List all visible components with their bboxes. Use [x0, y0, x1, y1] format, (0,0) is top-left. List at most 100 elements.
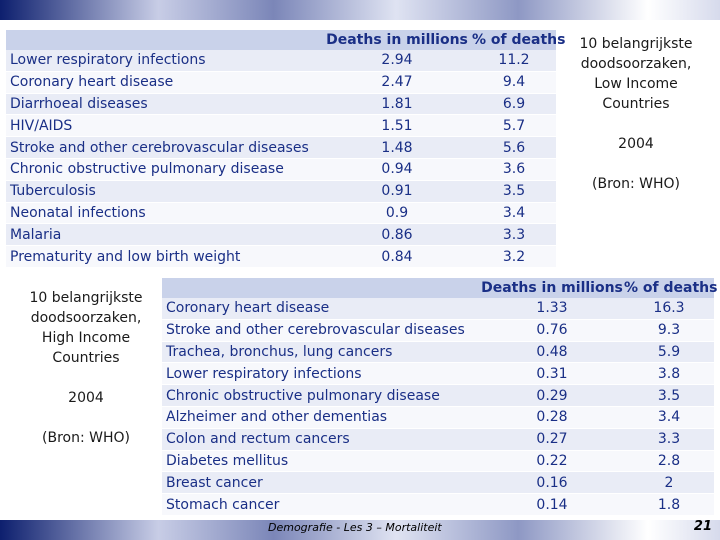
pct-cell: 11.2 [472, 50, 556, 72]
cause-cell: Stomach cancer [162, 493, 480, 516]
table-row: Lower respiratory infections 0.31 3.8 [162, 362, 714, 386]
table-row: Alzheimer and other dementias 0.28 3.4 [162, 406, 714, 429]
caption-source: (Bron: WHO) [42, 430, 130, 446]
cause-cell: Diarrhoeal diseases [6, 93, 322, 116]
cause-cell: Tuberculosis [6, 180, 322, 203]
table-row: HIV/AIDS 1.51 5.7 [6, 114, 556, 138]
low-income-table: Deaths in millions % of deaths Lower res… [6, 30, 566, 268]
cause-cell: Coronary heart disease [162, 298, 480, 320]
caption-line: Countries [52, 350, 120, 366]
pct-cell: 9.3 [624, 319, 714, 342]
deaths-cell: 2.47 [322, 71, 472, 94]
header-cause [6, 30, 322, 50]
deaths-cell: 0.48 [480, 341, 624, 364]
deaths-cell: 0.91 [322, 180, 472, 203]
table-header-row: Deaths in millions % of deaths [162, 278, 718, 298]
caption-source: (Bron: WHO) [592, 176, 680, 192]
table-row: Chronic obstructive pulmonary disease 0.9… [6, 158, 556, 181]
deaths-cell: 1.48 [322, 136, 472, 159]
cause-cell: Lower respiratory infections [162, 362, 480, 386]
high-income-table: Deaths in millions % of deaths Coronary … [162, 278, 718, 516]
deaths-cell: 0.9 [322, 202, 472, 225]
pct-cell: 1.8 [624, 493, 714, 516]
pct-cell: 3.3 [472, 223, 556, 247]
table-row: Coronary heart disease 2.47 9.4 [6, 71, 556, 94]
cause-cell: Breast cancer [162, 471, 480, 495]
pct-cell: 6.9 [472, 93, 556, 116]
caption-line: 10 belangrijkste [29, 290, 143, 306]
deaths-cell: 0.14 [480, 493, 624, 516]
caption-line: High Income [41, 330, 131, 346]
table-row: Breast cancer 0.16 2 [162, 471, 714, 495]
deaths-cell: 1.33 [480, 298, 624, 320]
pct-cell: 2 [624, 471, 714, 495]
deaths-cell: 0.94 [322, 158, 472, 181]
bottom-banner [0, 520, 720, 540]
cause-cell: Colon and rectum cancers [162, 428, 480, 451]
table-row: Chronic obstructive pulmonary disease 0.2… [162, 384, 714, 407]
cause-cell: Coronary heart disease [6, 71, 322, 94]
deaths-cell: 0.28 [480, 406, 624, 429]
table-header-row: Deaths in millions % of deaths [6, 30, 566, 50]
pct-cell: 3.4 [624, 406, 714, 429]
pct-cell: 2.8 [624, 450, 714, 473]
pct-cell: 5.9 [624, 341, 714, 364]
deaths-cell: 0.22 [480, 450, 624, 473]
header-pct: % of deaths [624, 278, 718, 298]
cause-cell: Chronic obstructive pulmonary disease [162, 384, 480, 407]
table-row: Trachea, bronchus, lung cancers 0.48 5.9 [162, 341, 714, 364]
cause-cell: Neonatal infections [6, 202, 322, 225]
top-banner [0, 0, 720, 20]
cause-cell: Malaria [6, 223, 322, 247]
deaths-cell: 0.27 [480, 428, 624, 451]
pct-cell: 3.5 [624, 384, 714, 407]
table-row: Stomach cancer 0.14 1.8 [162, 493, 714, 516]
pct-cell: 3.3 [624, 428, 714, 451]
table-row: Diarrhoeal diseases 1.81 6.9 [6, 93, 556, 116]
cause-cell: Stroke and other cerebrovascular disease… [6, 136, 322, 159]
deaths-cell: 0.16 [480, 471, 624, 495]
caption-line: doodsoorzaken, [30, 310, 142, 326]
cause-cell: HIV/AIDS [6, 114, 322, 138]
caption-line: doodsoorzaken, [580, 56, 692, 72]
table-row: Stroke and other cerebrovascular disease… [162, 319, 714, 342]
caption-year: 2004 [68, 390, 104, 406]
header-cause [162, 278, 480, 298]
caption-line: Countries [602, 96, 670, 112]
caption-line: 10 belangrijkste [579, 36, 693, 52]
cause-cell: Diabetes mellitus [162, 450, 480, 473]
table-row: Coronary heart disease 1.33 16.3 [162, 298, 714, 320]
pct-cell: 9.4 [472, 71, 556, 94]
table-row: Colon and rectum cancers 0.27 3.3 [162, 428, 714, 451]
header-pct: % of deaths [472, 30, 566, 50]
pct-cell: 16.3 [624, 298, 714, 320]
page-number: 21 [693, 519, 712, 534]
pct-cell: 3.4 [472, 202, 556, 225]
deaths-cell: 0.31 [480, 362, 624, 386]
deaths-cell: 2.94 [322, 50, 472, 72]
cause-cell: Lower respiratory infections [6, 50, 322, 72]
table-row: Tuberculosis 0.91 3.5 [6, 180, 556, 203]
table-row: Stroke and other cerebrovascular disease… [6, 136, 556, 159]
low-income-caption: 10 belangrijkste doodsoorzaken, Low Inco… [566, 34, 706, 194]
deaths-cell: 0.76 [480, 319, 624, 342]
table-row: Neonatal infections 0.9 3.4 [6, 202, 556, 225]
deaths-cell: 1.81 [322, 93, 472, 116]
cause-cell: Alzheimer and other dementias [162, 406, 480, 429]
pct-cell: 3.8 [624, 362, 714, 386]
deaths-cell: 0.86 [322, 223, 472, 247]
cause-cell: Prematurity and low birth weight [6, 245, 322, 268]
table-row: Lower respiratory infections 2.94 11.2 [6, 50, 556, 72]
table-row: Malaria 0.86 3.3 [6, 223, 556, 247]
cause-cell: Trachea, bronchus, lung cancers [162, 341, 480, 364]
table-row: Prematurity and low birth weight 0.84 3.2 [6, 245, 556, 268]
pct-cell: 5.7 [472, 114, 556, 138]
cause-cell: Stroke and other cerebrovascular disease… [162, 319, 480, 342]
pct-cell: 5.6 [472, 136, 556, 159]
pct-cell: 3.5 [472, 180, 556, 203]
high-income-caption: 10 belangrijkste doodsoorzaken, High Inc… [16, 288, 156, 448]
caption-line: Low Income [594, 76, 678, 92]
deaths-cell: 1.51 [322, 114, 472, 138]
caption-year: 2004 [618, 136, 654, 152]
header-deaths: Deaths in millions [480, 278, 624, 298]
